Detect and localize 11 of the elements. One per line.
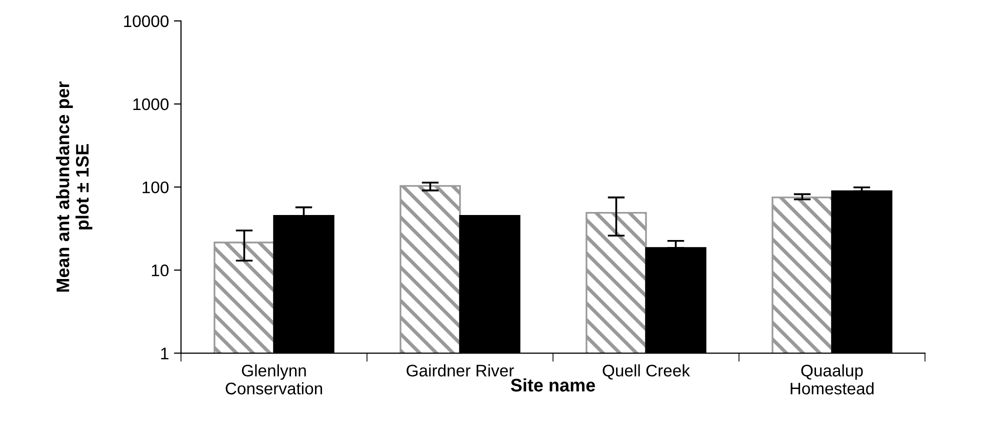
y-tick-label: 1 — [161, 348, 168, 360]
x-tick-label: Gairdner River — [406, 364, 514, 377]
x-tick-label: Quaalup Homestead — [790, 364, 874, 394]
y-axis-title: Mean ant abundance per plot ± 1SE — [56, 81, 92, 292]
y-tick-label: 100 — [142, 181, 169, 194]
y-tick-label: 10000 — [124, 15, 169, 28]
y-tick-label: 1000 — [133, 98, 169, 110]
x-tick-label: Glenlynn Conservation — [226, 364, 322, 394]
x-axis-title: Site name — [510, 378, 596, 392]
y-tick-label: 10 — [152, 264, 169, 276]
x-tick-label: Quell Creek — [602, 364, 690, 380]
